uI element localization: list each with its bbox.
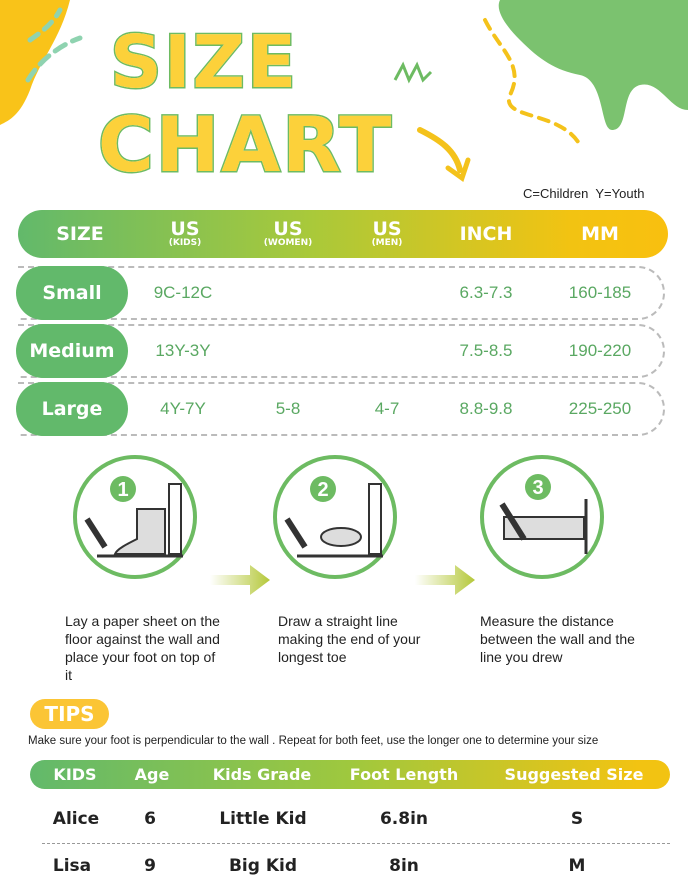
title-size: SIZE bbox=[108, 19, 299, 106]
cell-us-kids: 4Y-7Y bbox=[160, 399, 206, 418]
kids-table-header: KIDS Age Kids Grade Foot Length Suggeste… bbox=[30, 760, 670, 789]
decorative-blobs bbox=[0, 0, 688, 183]
header-age: Age bbox=[134, 765, 170, 784]
cell-grade: Big Kid bbox=[228, 856, 298, 876]
header-kids: KIDS bbox=[53, 765, 97, 784]
foot-against-wall-icon: 1 bbox=[84, 476, 183, 558]
kids-row-alice: Alice 6 Little Kid 6.8in S bbox=[0, 809, 688, 833]
cell-inch: 7.5-8.5 bbox=[459, 341, 513, 360]
header-size: SIZE bbox=[56, 223, 104, 245]
step-2-text: Draw a straight line making the end of y… bbox=[278, 613, 421, 665]
header-us-kids: US (KIDS) bbox=[168, 218, 202, 249]
kids-row-lisa: Lisa 9 Big Kid 8in M bbox=[0, 856, 688, 880]
size-label: Large bbox=[16, 382, 128, 436]
svg-text:2: 2 bbox=[317, 479, 328, 501]
arrow-right-icon bbox=[210, 565, 270, 595]
size-label: Medium bbox=[16, 324, 128, 378]
cell-mm: 190-220 bbox=[568, 341, 632, 360]
step-1-text: Lay a paper sheet on the floor against t… bbox=[65, 613, 220, 683]
cell-length: 6.8in bbox=[379, 809, 429, 829]
cell-mm: 160-185 bbox=[568, 283, 632, 302]
ruler-measure-icon: 3 bbox=[499, 474, 588, 554]
cell-us-women: 5-8 bbox=[275, 399, 301, 418]
svg-text:1: 1 bbox=[117, 479, 128, 501]
arrow-right-icon bbox=[415, 565, 475, 595]
size-legend: C=Children Y=Youth bbox=[523, 186, 645, 201]
tips-badge: TIPS bbox=[30, 699, 109, 729]
step-3-text: Measure the distance between the wall an… bbox=[480, 613, 635, 665]
tips-text: Make sure your foot is perpendicular to … bbox=[28, 735, 599, 747]
size-row-medium: Medium 13Y-3Y 7.5-8.5 190-220 bbox=[16, 324, 665, 378]
cell-inch: 8.8-9.8 bbox=[459, 399, 513, 418]
title-chart: CHART bbox=[96, 99, 394, 191]
size-label: Small bbox=[16, 266, 128, 320]
header-kids-grade: Kids Grade bbox=[212, 765, 312, 784]
cell-grade: Little Kid bbox=[219, 809, 307, 829]
step-1-illustration: 1 bbox=[73, 455, 197, 579]
cell-length: 8in bbox=[389, 856, 419, 876]
header-us-women: US (WOMEN) bbox=[263, 218, 313, 249]
step-2-illustration: 2 bbox=[273, 455, 397, 579]
header-inch: INCH bbox=[459, 223, 513, 245]
svg-text:3: 3 bbox=[532, 477, 543, 499]
size-row-large: Large 4Y-7Y 5-8 4-7 8.8-9.8 225-250 bbox=[16, 382, 665, 436]
cell-size: S bbox=[570, 809, 584, 829]
cell-us-men: 4-7 bbox=[374, 399, 400, 418]
cell-inch: 6.3-7.3 bbox=[459, 283, 513, 302]
cell-us-kids: 13Y-3Y bbox=[155, 341, 211, 360]
size-row-small: Small 9C-12C 6.3-7.3 160-185 bbox=[16, 266, 665, 320]
header-suggested-size: Suggested Size bbox=[504, 765, 644, 784]
header-foot-length: Foot Length bbox=[349, 765, 459, 784]
foot-outline-icon: 2 bbox=[284, 476, 383, 558]
size-table-header: SIZE US (KIDS) US (WOMEN) US (MEN) INCH MM bbox=[18, 210, 668, 258]
step-3-illustration: 3 bbox=[480, 455, 604, 579]
row-divider bbox=[42, 843, 670, 844]
cell-name: Alice bbox=[52, 809, 100, 829]
header-us-men: US (MEN) bbox=[371, 218, 403, 249]
cell-mm: 225-250 bbox=[568, 399, 632, 418]
header-mm: MM bbox=[581, 223, 619, 245]
cell-size: M bbox=[568, 856, 586, 876]
cell-us-kids: 9C-12C bbox=[153, 283, 213, 302]
cell-age: 9 bbox=[144, 856, 156, 876]
cell-age: 6 bbox=[144, 809, 156, 829]
cell-name: Lisa bbox=[52, 856, 92, 876]
